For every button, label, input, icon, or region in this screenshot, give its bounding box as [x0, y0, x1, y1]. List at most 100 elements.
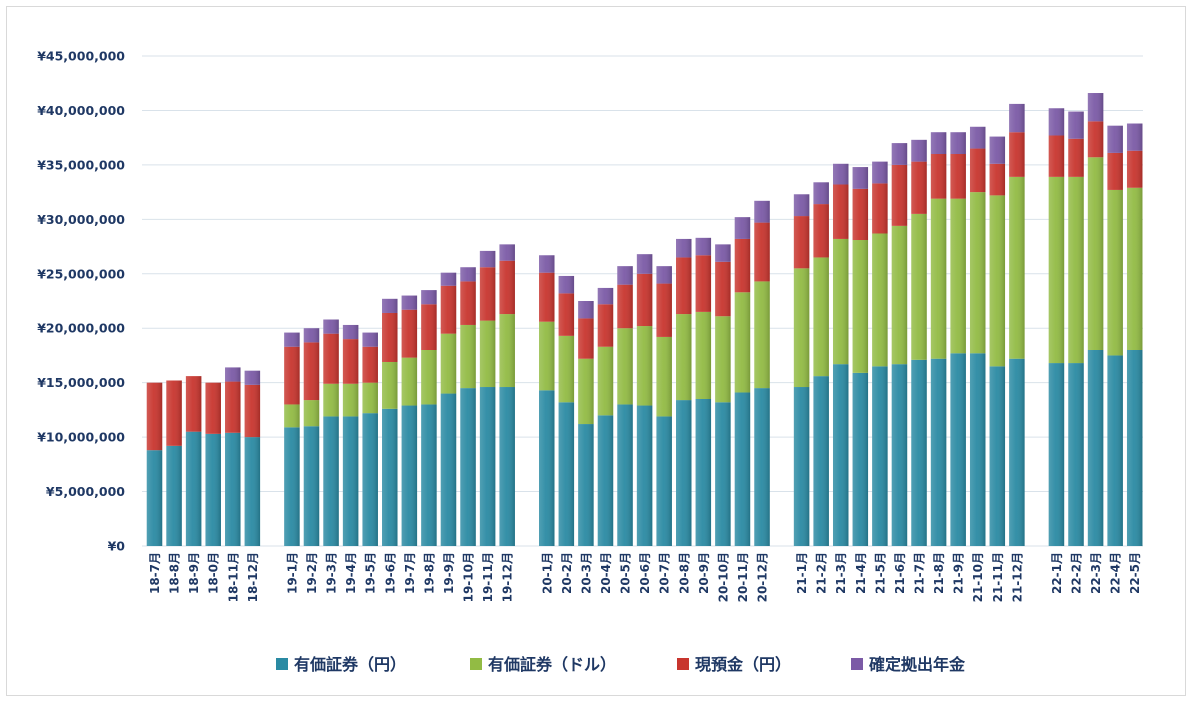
x-tick-label: 22-1月: [1050, 552, 1064, 594]
bar-segment-shading: [1126, 123, 1143, 151]
bar-segment-shading: [284, 346, 300, 405]
x-tick-label: 19-4月: [344, 552, 358, 594]
x-tick-label: 20-2月: [560, 552, 574, 594]
y-tick-label: ¥0: [108, 539, 126, 554]
x-tick-label: 19-1月: [285, 552, 299, 594]
bar-segment-shading: [382, 361, 398, 409]
bar-segment-shading: [146, 382, 163, 451]
bar-segment-shading: [1048, 135, 1065, 177]
bar-segment-shading: [695, 237, 712, 256]
bar-segment-shading: [303, 328, 320, 343]
legend-label: 現預金（円）: [695, 655, 791, 674]
bar-segment-shading: [342, 416, 359, 546]
bar-segment-shading: [479, 387, 496, 546]
x-tick-label: 22-2月: [1070, 552, 1084, 594]
bar-segment-shading: [1048, 108, 1065, 136]
x-tick-label: 21-4月: [854, 552, 868, 594]
bar-segment-shading: [558, 293, 575, 336]
bar-segment-shading: [460, 267, 476, 282]
x-tick-label: 19-2月: [305, 552, 319, 594]
x-tick-label: 20-5月: [619, 552, 633, 594]
bar-segment-shading: [146, 450, 163, 546]
x-tick-label: 21-7月: [913, 552, 927, 594]
bar-segment-shading: [950, 353, 966, 546]
bar-segment-shading: [342, 339, 359, 384]
bar-segment-shading: [578, 318, 594, 359]
bar-segment-shading: [225, 432, 241, 546]
bar-segment-shading: [499, 260, 515, 315]
bar-segment-shading: [185, 376, 202, 432]
bar-segment-shading: [852, 372, 869, 546]
bar-segment-shading: [421, 350, 437, 405]
bar-segment-shading: [911, 359, 927, 546]
bar-segment-shading: [676, 238, 692, 258]
bar-segment-shading: [734, 292, 751, 393]
bar-segment-shading: [1087, 350, 1104, 546]
bar-segment-shading: [656, 266, 672, 284]
x-tick-label: 18-11月: [226, 552, 240, 602]
x-tick-label: 22-3月: [1089, 552, 1103, 594]
bar-segment-shading: [636, 254, 653, 274]
legend-swatch: [470, 658, 482, 670]
bar-segment-shading: [911, 139, 927, 162]
bar-segment-shading: [734, 392, 751, 546]
legend-label: 確定拠出年金: [869, 655, 966, 674]
bar-segment-shading: [734, 217, 751, 239]
bar-segment-shading: [1048, 176, 1065, 364]
bar-segment-shading: [284, 332, 300, 347]
bar-segment-shading: [205, 382, 221, 434]
bar-segment-shading: [440, 393, 457, 546]
bar-segment-shading: [969, 126, 986, 149]
bar-segment-shading: [676, 257, 692, 315]
bar-segment-shading: [539, 390, 555, 546]
x-tick-label: 20-3月: [579, 552, 593, 594]
bar-segment-shading: [832, 184, 849, 239]
bar-segment-shading: [656, 416, 672, 546]
bar-segment-shading: [401, 357, 418, 406]
bar-segment-shading: [617, 284, 633, 329]
legend-swatch: [851, 658, 863, 670]
y-tick-label: ¥5,000,000: [46, 484, 125, 499]
bar-segment-shading: [734, 238, 751, 293]
bar-segment-shading: [989, 136, 1006, 164]
bar-segment-shading: [1087, 157, 1104, 350]
legend: 有価証券（円） 有価証券（ドル） 現預金（円） 確定拠出年金: [276, 655, 966, 674]
bar-segment-shading: [539, 255, 555, 273]
x-tick-label: 18-9月: [187, 552, 201, 594]
bar-segment-shading: [891, 164, 908, 226]
bar-segment-shading: [930, 358, 947, 546]
bar-segment-shading: [1087, 93, 1104, 122]
bar-segment-shading: [205, 433, 221, 546]
bar-segment-shading: [1009, 132, 1025, 177]
bar-segment-shading: [362, 332, 378, 347]
bar-segment-shading: [166, 380, 182, 446]
bar-segment-shading: [382, 312, 398, 362]
x-tick-label: 19-6月: [383, 552, 397, 594]
bar-segment-shading: [891, 225, 908, 365]
x-tick-label: 20-4月: [599, 552, 613, 594]
x-tick-label: 18-7月: [148, 552, 162, 594]
bar-segment-shading: [342, 324, 359, 340]
bar-segment-shading: [244, 384, 261, 438]
bar-segment-shading: [636, 326, 653, 406]
bar-segment-shading: [969, 353, 986, 546]
bar-segment-shading: [950, 132, 966, 154]
bar-segment-shading: [852, 167, 869, 189]
legend-swatch: [677, 658, 689, 670]
bar-segment-shading: [460, 324, 476, 389]
bar-segment-shading: [323, 416, 339, 546]
x-tick-label: 21-2月: [815, 552, 829, 594]
bar-segment-shading: [460, 281, 476, 325]
x-tick-label: 18-12月: [246, 552, 260, 602]
bar-segment-shading: [989, 195, 1006, 367]
bar-segment-shading: [440, 333, 457, 394]
bar-segment-shading: [1107, 189, 1123, 356]
bar-segment-shading: [479, 267, 496, 321]
bar-segment-shading: [793, 387, 810, 546]
y-tick-label: ¥25,000,000: [37, 266, 125, 281]
bars: [146, 93, 1143, 546]
bar-segment-shading: [1087, 121, 1104, 158]
bar-segment-shading: [499, 387, 515, 546]
bar-segment-shading: [323, 333, 339, 384]
